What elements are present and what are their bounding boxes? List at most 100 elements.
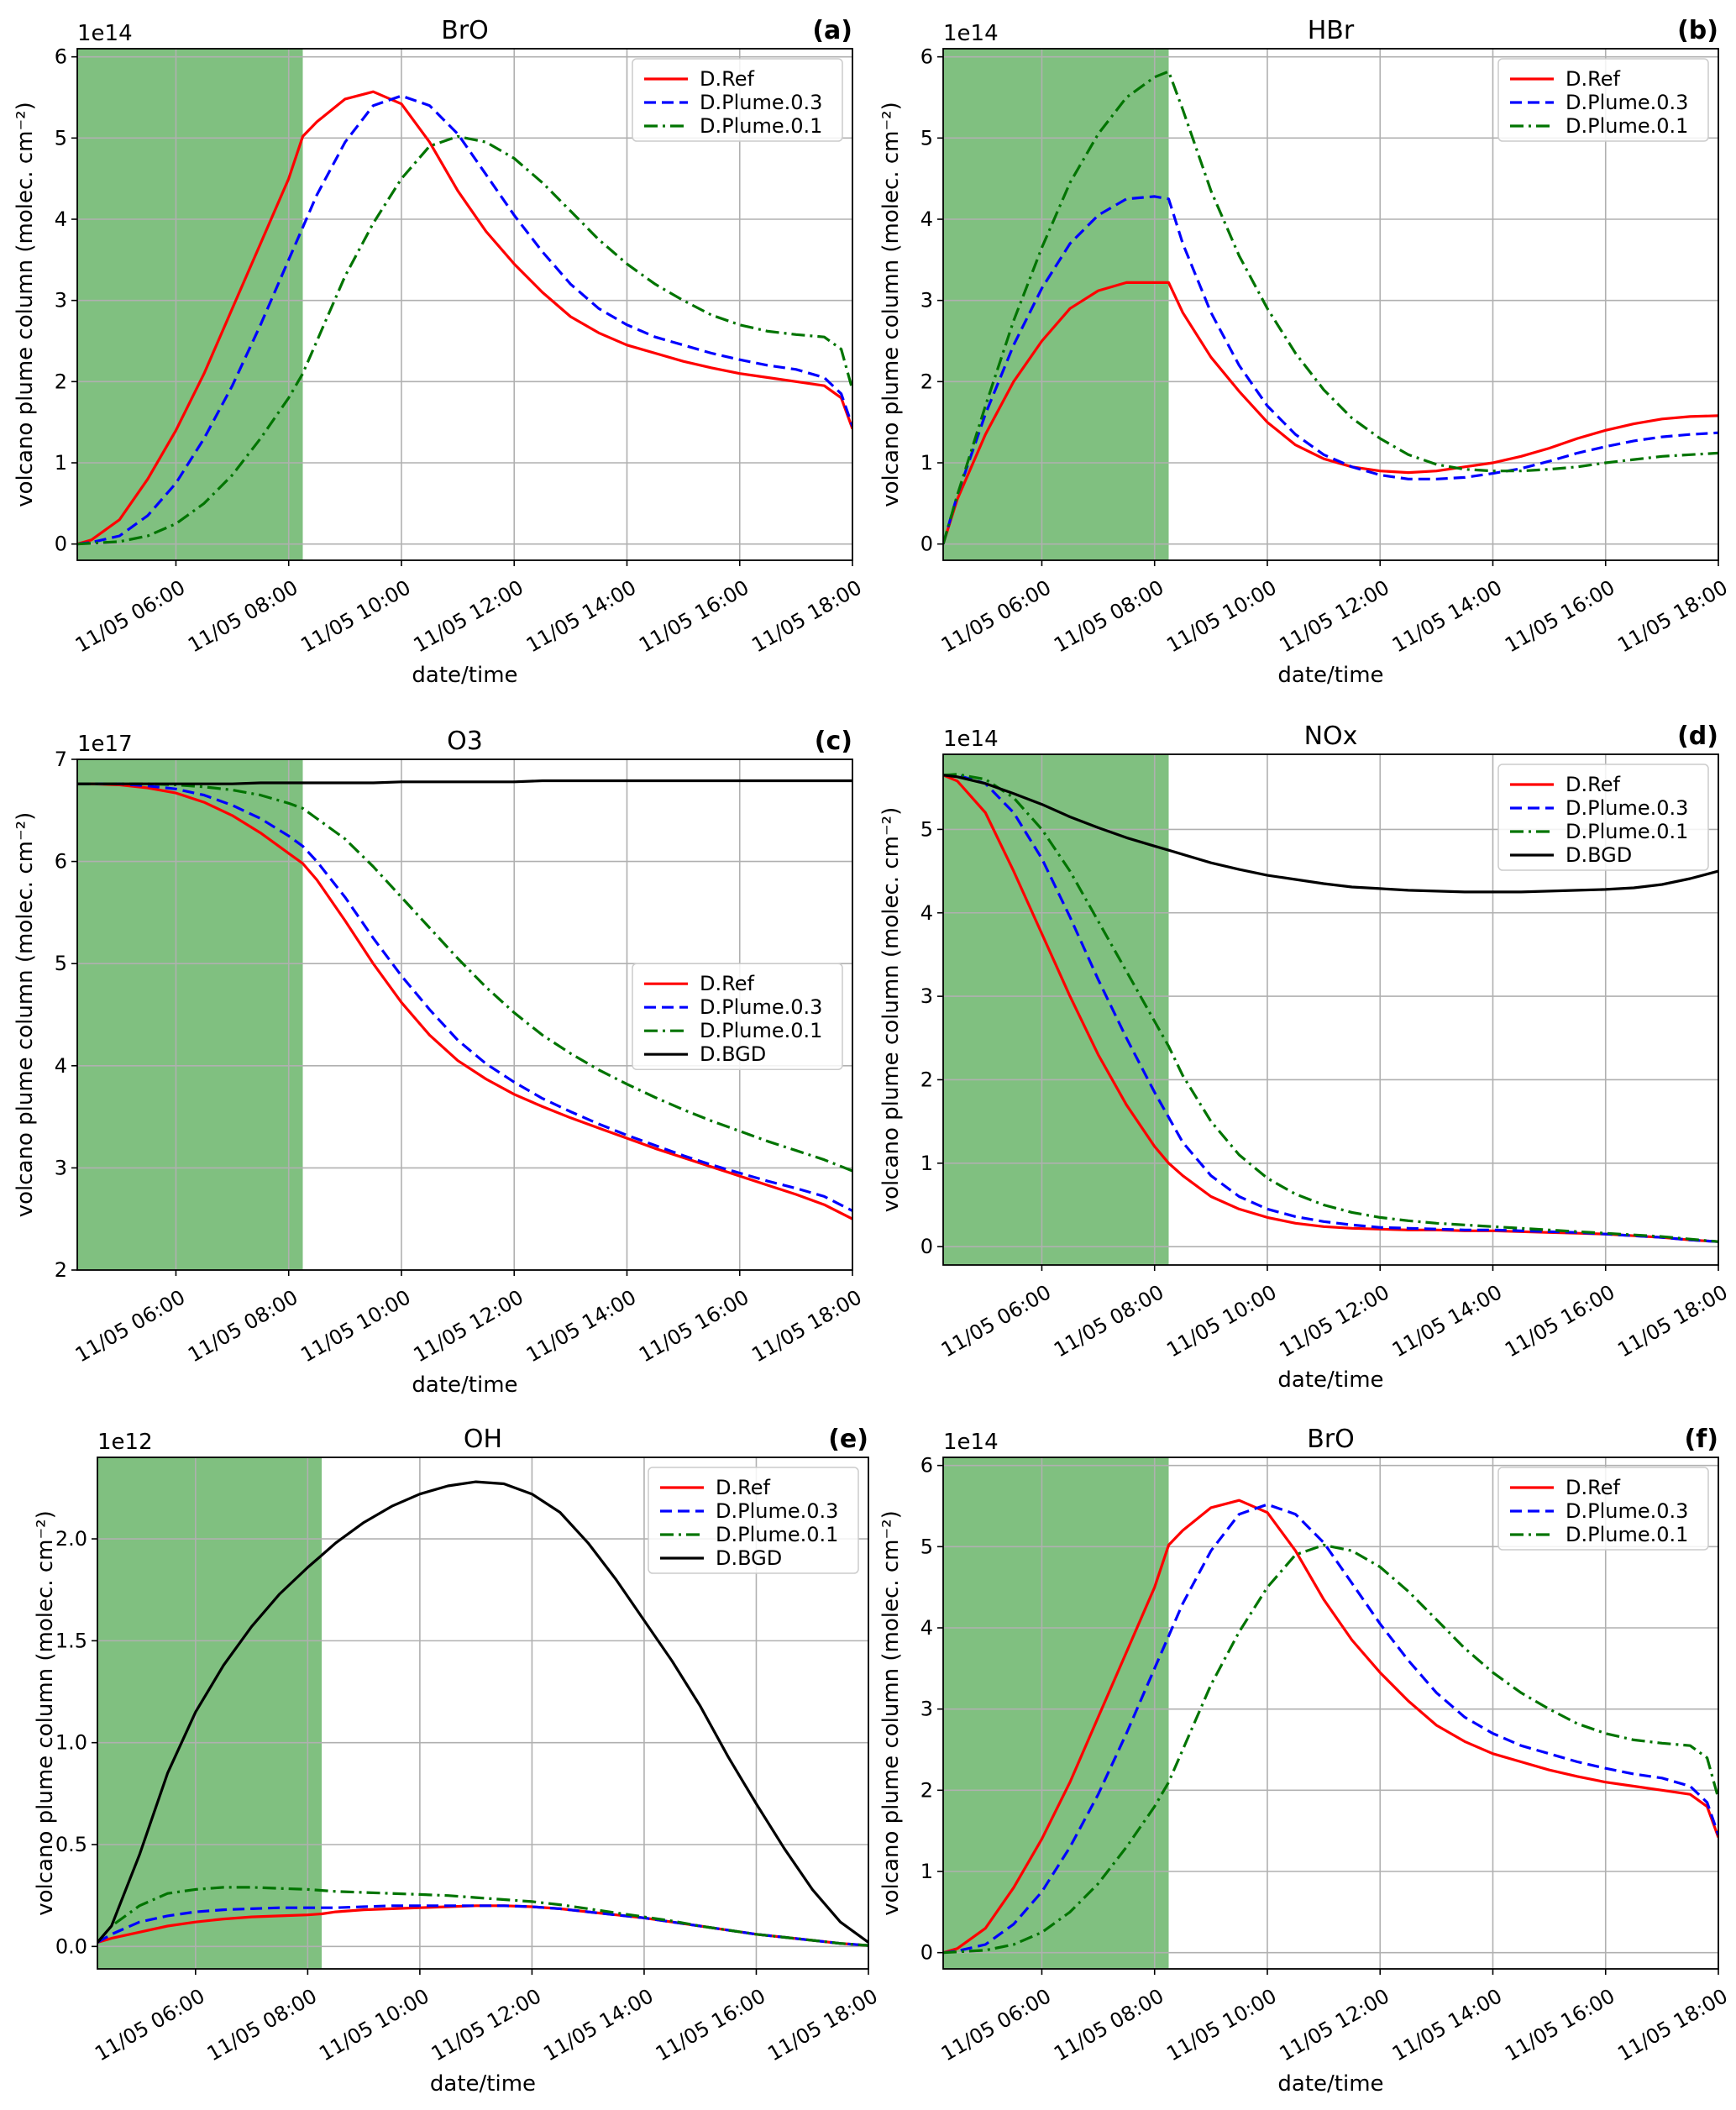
legend-box xyxy=(648,1467,859,1574)
axes-frame xyxy=(97,1457,869,1970)
panel-label: (e) xyxy=(828,1425,868,1454)
panel-label: (b) xyxy=(1677,16,1718,45)
y-axis-label: volcano plume column (molec. cm⁻²) xyxy=(878,102,904,507)
y-scale-offset: 1e14 xyxy=(943,727,999,752)
y-tick-label: 4 xyxy=(920,901,933,925)
series-line-d-plume-0-3 xyxy=(943,195,1718,545)
legend-label: D.Plume.0.1 xyxy=(700,114,822,138)
axes-frame xyxy=(942,753,1719,1266)
shaded-region-f xyxy=(943,1457,1169,1969)
y-tick-label: 5 xyxy=(920,817,933,841)
legend-label: D.Plume.0.3 xyxy=(1566,91,1688,114)
x-axis-label: date/time xyxy=(1277,1367,1383,1393)
series-line-d-bgd xyxy=(77,779,852,785)
y-tick-label: 2 xyxy=(55,370,67,393)
y-tick-label: 6 xyxy=(55,850,67,874)
panel-label: (a) xyxy=(812,16,852,45)
shaded-region-b xyxy=(943,49,1169,560)
series-group xyxy=(97,1480,868,1947)
y-tick-label: 3 xyxy=(920,289,933,312)
y-scale-offset: 1e14 xyxy=(943,1430,999,1455)
y-scale-offset: 1e14 xyxy=(943,21,999,46)
y-tick-label: 4 xyxy=(920,1616,933,1640)
legend-label: D.Plume.0.3 xyxy=(700,995,822,1019)
series-line-d-bgd xyxy=(943,774,1718,894)
y-tick-label: 3 xyxy=(920,1698,933,1721)
legend-label: D.Ref xyxy=(700,67,754,91)
y-tick-label: 7 xyxy=(55,748,67,771)
axes-frame xyxy=(942,1457,1719,1970)
legend-label: D.Plume.0.3 xyxy=(1566,1499,1688,1523)
series-line-d-plume-0-1 xyxy=(943,773,1718,1243)
y-tick-label: 0 xyxy=(920,1941,933,1965)
y-tick-label: 2 xyxy=(920,1778,933,1802)
legend-label: D.Ref xyxy=(1566,773,1620,796)
x-axis-label: date/time xyxy=(1277,2071,1383,2097)
y-axis-label: volcano plume column (molec. cm⁻²) xyxy=(878,807,904,1213)
y-tick-label: 2.0 xyxy=(55,1527,87,1551)
series-line-d-plume-0-1 xyxy=(77,782,852,1173)
y-tick-label: 0 xyxy=(55,533,67,556)
y-tick-label: 1 xyxy=(55,451,67,475)
series-group xyxy=(943,773,1718,1243)
series-group xyxy=(943,1499,1718,1955)
x-axis-label: date/time xyxy=(412,1373,517,1398)
legend-label: D.BGD xyxy=(716,1546,782,1570)
y-tick-label: 3 xyxy=(55,1156,67,1179)
series-line-d-ref xyxy=(943,281,1718,545)
legend-label: D.Ref xyxy=(700,972,754,995)
legend-label: D.Plume.0.3 xyxy=(1566,796,1688,820)
shaded-region-d xyxy=(943,754,1169,1265)
axes-frame xyxy=(942,48,1719,561)
y-scale-offset: 1e12 xyxy=(97,1430,153,1455)
shaded-region-c xyxy=(77,759,303,1270)
y-tick-label: 4 xyxy=(55,207,67,231)
chart-title: O3 xyxy=(447,727,483,756)
legend-label: D.Plume.0.1 xyxy=(1566,1523,1688,1546)
y-tick-label: 3 xyxy=(55,289,67,312)
legend-label: D.BGD xyxy=(700,1042,766,1066)
series-group xyxy=(77,779,852,1220)
legend-label: D.Plume.0.1 xyxy=(716,1523,838,1546)
y-tick-label: 5 xyxy=(920,1535,933,1558)
legend-label: D.Plume.0.1 xyxy=(700,1019,822,1042)
panel-label: (d) xyxy=(1677,722,1718,751)
axes-frame xyxy=(76,48,853,561)
y-tick-label: 1 xyxy=(920,1860,933,1883)
series-line-d-ref xyxy=(943,1499,1718,1955)
y-tick-label: 6 xyxy=(55,45,67,69)
y-tick-label: 5 xyxy=(55,952,67,975)
legend-label: D.Plume.0.1 xyxy=(1566,820,1688,843)
y-tick-label: 0 xyxy=(920,533,933,556)
series-line-d-plume-0-1 xyxy=(943,70,1718,545)
y-tick-label: 5 xyxy=(920,126,933,150)
legend-label: D.BGD xyxy=(1566,843,1632,867)
series-line-d-plume-0-3 xyxy=(77,782,852,1212)
shaded-region-e xyxy=(97,1457,323,1969)
y-tick-label: 1 xyxy=(920,1152,933,1175)
x-axis-label: date/time xyxy=(1277,663,1383,688)
chart-title: OH xyxy=(464,1425,502,1454)
y-scale-offset: 1e17 xyxy=(77,732,133,757)
y-axis-label: volcano plume column (molec. cm⁻²) xyxy=(13,102,38,507)
y-axis-label: volcano plume column (molec. cm⁻²) xyxy=(13,812,38,1218)
y-tick-label: 1.0 xyxy=(55,1731,87,1755)
y-axis-label: volcano plume column (molec. cm⁻²) xyxy=(33,1510,58,1916)
series-line-d-plume-0-1 xyxy=(77,134,852,546)
legend-label: D.Ref xyxy=(1566,1476,1620,1499)
series-line-d-ref xyxy=(77,782,852,1220)
series-line-d-plume-0-3 xyxy=(943,774,1718,1243)
series-line-d-plume-0-3 xyxy=(77,94,852,546)
y-tick-label: 5 xyxy=(55,126,67,150)
series-line-d-bgd xyxy=(97,1480,868,1944)
y-tick-label: 4 xyxy=(920,207,933,231)
x-axis-label: date/time xyxy=(430,2071,536,2097)
y-tick-label: 2 xyxy=(920,370,933,393)
x-axis-label: date/time xyxy=(412,663,517,688)
series-line-d-plume-0-1 xyxy=(943,1543,1718,1955)
